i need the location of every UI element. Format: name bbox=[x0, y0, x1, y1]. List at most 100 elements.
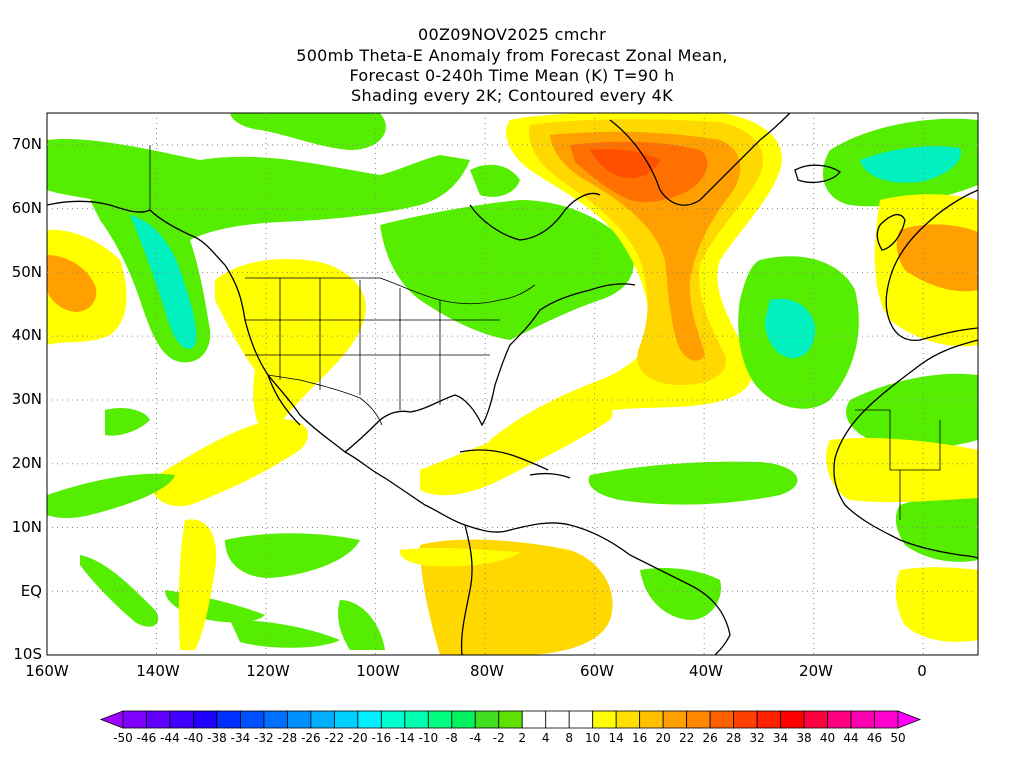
lat-label: 20N bbox=[11, 454, 42, 472]
coast-africa bbox=[833, 339, 979, 559]
colorbar-label: -8 bbox=[445, 731, 458, 745]
shade-green-arctic bbox=[47, 139, 470, 240]
coastlines bbox=[46, 112, 979, 656]
lon-label: 20W bbox=[799, 662, 833, 680]
map-title-line1: 00Z09NOV2025 cmchr bbox=[417, 25, 606, 44]
colorbar-label: -44 bbox=[160, 731, 180, 745]
coast-uk bbox=[876, 213, 906, 251]
coast-hispaniola bbox=[529, 472, 571, 479]
shade-orange-nepac bbox=[47, 255, 97, 312]
coast-greenland bbox=[609, 112, 791, 206]
colorbar-label: 50 bbox=[890, 731, 906, 745]
lon-label: 120W bbox=[246, 662, 290, 680]
lon-label: 80W bbox=[470, 662, 504, 680]
coast-cuba bbox=[459, 449, 549, 471]
shade-red-greenland bbox=[590, 149, 660, 179]
colorbar-label: -38 bbox=[207, 731, 227, 745]
lon-label: 160W bbox=[25, 662, 69, 680]
shade-green-trop-pac3 bbox=[80, 555, 159, 627]
colorbar-label: 4 bbox=[541, 731, 550, 745]
colorbar-label: 22 bbox=[678, 731, 695, 745]
lat-label: 10S bbox=[13, 645, 42, 663]
shade-yellow-trop-atl bbox=[399, 547, 520, 567]
coast-iceland bbox=[794, 164, 841, 183]
shade-teal-pacific bbox=[130, 215, 197, 349]
colorbar-label: -20 bbox=[348, 731, 368, 745]
colorbar-label: 34 bbox=[772, 731, 789, 745]
colorbar-label: -34 bbox=[230, 731, 251, 745]
lon-label: 140W bbox=[136, 662, 180, 680]
lat-label: 30N bbox=[11, 390, 42, 408]
lat-label: 10N bbox=[11, 518, 42, 536]
map-title-line2: 500mb Theta-E Anomaly from Forecast Zona… bbox=[296, 46, 728, 65]
shade-teal-midatl bbox=[765, 298, 816, 359]
colorbar-label: 16 bbox=[632, 731, 648, 745]
map-title-line3: Forecast 0-240h Time Mean (K) T=90 h bbox=[349, 66, 675, 85]
coast-samerica-w bbox=[460, 524, 473, 656]
colorbar-label: -40 bbox=[183, 731, 204, 745]
colorbar-label: -2 bbox=[492, 731, 505, 745]
coast-hudson bbox=[469, 192, 601, 241]
coast-gulf bbox=[344, 283, 636, 453]
coast-baja bbox=[267, 374, 301, 426]
colorbar-label: -32 bbox=[254, 731, 274, 745]
colorbar-label: 20 bbox=[655, 731, 671, 745]
coast-europe bbox=[885, 189, 979, 341]
shade-green-trop-pac5 bbox=[230, 620, 340, 648]
colorbar-label: 8 bbox=[565, 731, 574, 745]
lat-label: 40N bbox=[11, 326, 42, 344]
shade-green-trop-atl2 bbox=[640, 568, 721, 620]
shade-green-trop-pac2 bbox=[225, 533, 360, 578]
lon-label: 100W bbox=[356, 662, 400, 680]
lat-label: 50N bbox=[11, 263, 42, 281]
shade-green-arctic-top bbox=[230, 113, 386, 150]
shade-yellow-samerica bbox=[420, 539, 613, 655]
shade-green-canada-n bbox=[470, 164, 520, 197]
shade-green-trop-pac1 bbox=[47, 473, 175, 519]
shade-orange-europe bbox=[896, 224, 978, 292]
shading-layer bbox=[47, 113, 978, 655]
colorbar-label: -16 bbox=[371, 731, 392, 745]
colorbar-label: -14 bbox=[395, 731, 415, 745]
colorbar-label: 28 bbox=[725, 731, 742, 745]
shade-yellow-trop-pac bbox=[178, 519, 217, 650]
shade-orange-atlantic bbox=[550, 131, 741, 361]
colorbar-label: 44 bbox=[843, 731, 859, 745]
lat-label: EQ bbox=[20, 582, 42, 600]
shade-yellow-subtrop-atl bbox=[420, 404, 613, 496]
lon-label: 0 bbox=[917, 662, 927, 680]
lon-label: 60W bbox=[580, 662, 614, 680]
colorbar-label: 14 bbox=[608, 731, 624, 745]
grid-lines bbox=[47, 113, 978, 655]
colorbar-label: -10 bbox=[418, 731, 439, 745]
colorbar-label: 40 bbox=[819, 731, 836, 745]
colorbar-label: -28 bbox=[277, 731, 298, 745]
colorbar-label: -50 bbox=[113, 731, 133, 745]
coast-samerica bbox=[464, 522, 731, 656]
lat-label: 70N bbox=[11, 135, 42, 153]
shade-teal-neatl bbox=[860, 146, 961, 183]
plot-frame bbox=[46, 112, 979, 656]
colorbar-label: 38 bbox=[796, 731, 812, 745]
lon-label: 40W bbox=[689, 662, 723, 680]
shade-green-africa bbox=[846, 373, 978, 450]
border-us-canada bbox=[245, 277, 536, 305]
colorbar-label: -26 bbox=[301, 731, 321, 745]
colorbar-label: 10 bbox=[585, 731, 601, 745]
political-borders bbox=[149, 145, 941, 520]
lat-label: 60N bbox=[11, 199, 42, 217]
colorbar-label: 26 bbox=[702, 731, 718, 745]
colorbar-label: 46 bbox=[866, 731, 883, 745]
shade-green-trop-pac6 bbox=[338, 600, 385, 650]
colorbar-label: 32 bbox=[749, 731, 765, 745]
shade-yellow-subtrop-pac bbox=[150, 419, 309, 507]
border-africa-1 bbox=[855, 409, 941, 471]
shade-green-canada bbox=[380, 200, 634, 340]
colorbar-label: -46 bbox=[136, 731, 157, 745]
shade-green-trop-pac7 bbox=[105, 408, 150, 436]
map-title-line4: Shading every 2K; Contoured every 4K bbox=[351, 86, 673, 105]
shade-yellow-westus bbox=[215, 259, 366, 440]
colorbar-label: 2 bbox=[518, 731, 527, 745]
shade-green-trop-atl1 bbox=[588, 461, 798, 505]
